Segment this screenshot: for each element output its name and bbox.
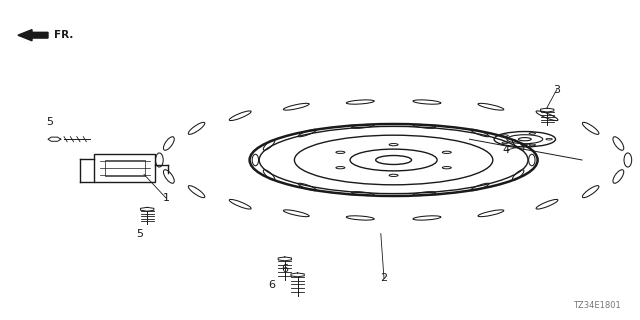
Text: FR.: FR.	[54, 30, 74, 40]
Text: 5: 5	[136, 228, 143, 239]
Text: 6: 6	[269, 280, 275, 290]
Text: TZ34E1801: TZ34E1801	[573, 301, 621, 310]
Text: 1: 1	[163, 193, 170, 204]
Text: 6: 6	[282, 264, 288, 274]
Text: 3: 3	[554, 84, 560, 95]
Text: 2: 2	[380, 273, 388, 284]
FancyArrow shape	[18, 30, 48, 41]
Text: 5: 5	[47, 116, 53, 127]
Bar	[95, 155, 155, 181]
Bar	[105, 160, 145, 176]
Text: 4: 4	[502, 145, 509, 156]
